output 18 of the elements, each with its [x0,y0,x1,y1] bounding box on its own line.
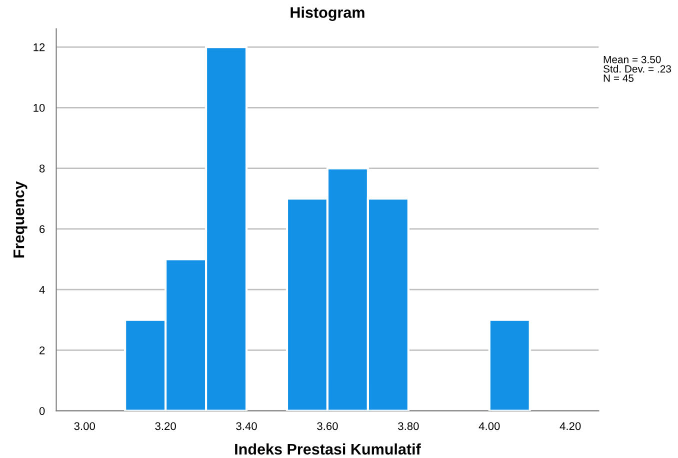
y-tick-label: 8 [39,164,45,172]
text: Mean = 3.50 Std. Dev. = .23 N = 45 [603,56,671,82]
x-tick-label: 3.40 [236,422,257,430]
x-axis-title: Indeks Prestasi Kumulatif [235,443,421,455]
y-tick-label: 4 [39,286,45,294]
y-tick-label: 6 [40,225,45,234]
y-tick-label: 0 [39,407,45,415]
x-tick-label: 3.20 [155,422,176,430]
x-tick-label: 3.60 [317,422,338,430]
x-tick-label: 4.20 [560,422,581,430]
x-tick-label: 4.00 [478,422,500,430]
y-tick-label: 12 [34,43,45,52]
y-tick-label: 2 [40,346,45,354]
y-tick-label: 10 [34,104,45,112]
x-tick-label: 3.80 [398,422,419,430]
chart-title: Histogram [290,6,364,21]
x-tick-label: 3.00 [74,422,95,430]
y-axis-title: Frequency [14,181,28,258]
